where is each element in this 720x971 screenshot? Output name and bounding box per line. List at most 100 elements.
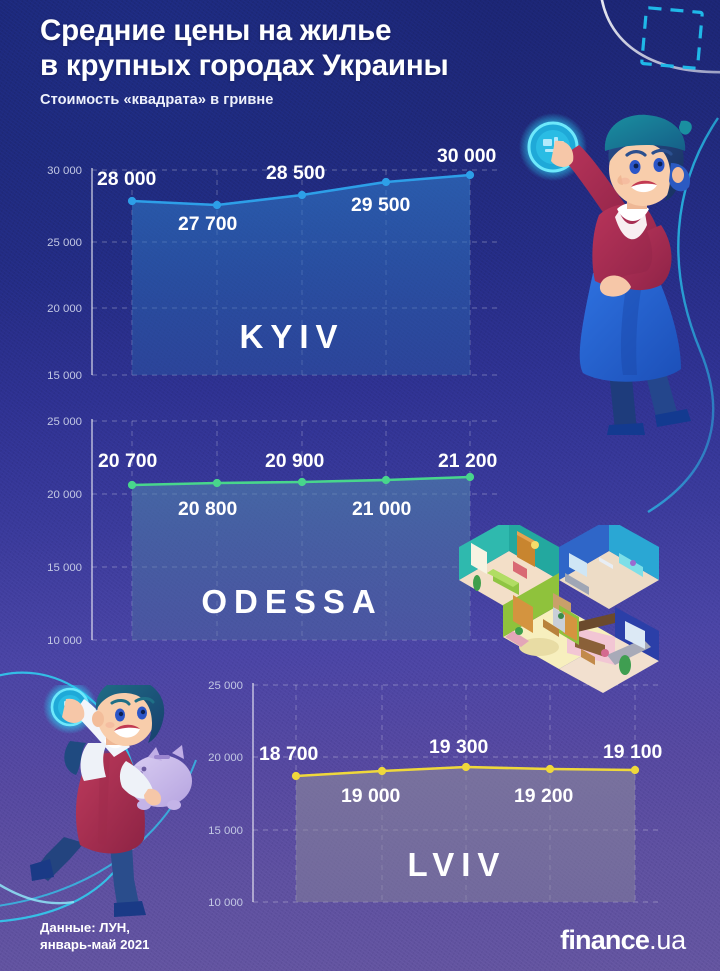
data-label: 29 500 — [351, 194, 410, 216]
chart-odessa: 25 000 20 000 15 000 10 000 — [0, 405, 560, 650]
data-label: 18 700 — [259, 743, 318, 765]
bed-headboard — [513, 561, 527, 579]
page-title: Средние цены на жилье в крупных городах … — [40, 14, 560, 83]
data-point[interactable] — [381, 475, 391, 485]
data-point[interactable] — [377, 766, 387, 776]
data-point[interactable] — [465, 170, 475, 180]
data-point[interactable] — [465, 472, 475, 482]
ear — [672, 167, 684, 183]
data-label: 20 800 — [178, 498, 237, 520]
plant-living — [619, 655, 631, 675]
logo-domain: .ua — [649, 925, 686, 955]
data-label: 19 200 — [514, 785, 573, 807]
piggy-ear — [172, 745, 184, 759]
y-axis-labels-odessa: 25 000 20 000 15 000 10 000 — [47, 416, 82, 647]
shelf — [573, 613, 615, 633]
mat — [505, 631, 529, 647]
window — [625, 621, 645, 649]
lamp — [601, 649, 609, 657]
piggy-slot — [154, 755, 170, 759]
isometric-apartment-cutaway-illustration — [447, 519, 669, 695]
chart-title-lviv: LVIV — [408, 846, 507, 883]
shoe — [655, 409, 691, 427]
beret — [604, 114, 686, 151]
data-point[interactable] — [291, 771, 301, 781]
y-tick-label: 20 000 — [208, 752, 243, 764]
data-label: 28 500 — [266, 162, 325, 184]
leg-front — [110, 845, 140, 911]
area-fill-lviv — [296, 767, 635, 902]
y-tick-label: 15 000 — [208, 825, 243, 837]
page-title-line-1: Средние цены на жилье — [40, 14, 392, 47]
wall-bath-right — [609, 519, 659, 580]
dashed-square-decoration — [640, 6, 704, 70]
chart-title-odessa: ODESSA — [201, 583, 382, 620]
data-points-lviv — [291, 762, 640, 781]
data-label: 28 000 — [97, 168, 156, 190]
page-subtitle: Стоимость «квадрата» в гривне — [40, 92, 274, 108]
sofa-back — [575, 635, 605, 657]
y-tick-label: 15 000 — [47, 370, 82, 382]
data-label: 20 900 — [265, 450, 324, 472]
data-label: 19 100 — [603, 741, 662, 763]
y-tick-label: 20 000 — [47, 489, 82, 501]
y-axis-labels-kyiv: 30 000 25 000 20 000 15 000 — [47, 165, 82, 382]
logo-name: finance — [560, 925, 650, 955]
face-features — [617, 148, 673, 193]
vanity — [565, 573, 589, 595]
y-tick-label: 25 000 — [47, 416, 82, 428]
data-point[interactable] — [127, 196, 137, 206]
face-features — [105, 697, 155, 738]
y-tick-label: 10 000 — [208, 897, 243, 909]
y-axis-labels-lviv: 25 000 20 000 15 000 10 000 — [208, 680, 243, 909]
plant — [473, 575, 481, 591]
arc-decoration-footer — [0, 883, 75, 905]
y-tick-label: 10 000 — [47, 635, 82, 647]
hand — [551, 140, 574, 167]
data-label: 19 000 — [341, 785, 400, 807]
arm-holding — [119, 761, 154, 799]
clock — [531, 541, 539, 549]
cabinet — [543, 619, 559, 637]
finance-ua-logo[interactable]: finance.ua — [560, 925, 686, 956]
data-label: 30 000 — [437, 145, 496, 167]
data-label: 27 700 — [178, 213, 237, 235]
door-hall — [513, 595, 533, 633]
data-point[interactable] — [127, 480, 137, 490]
source-line-2: январь-май 2021 — [40, 936, 150, 952]
woman-holding-coin-illustration — [495, 105, 710, 435]
page-title-line-2: в крупных городах Украины — [40, 48, 449, 82]
data-point[interactable] — [297, 477, 307, 487]
data-label: 20 700 — [98, 450, 157, 472]
arm-hip — [615, 225, 672, 291]
y-tick-label: 30 000 — [47, 165, 82, 177]
data-points-kyiv — [127, 170, 475, 210]
chart-lviv: 25 000 20 000 15 000 10 000 — [161, 670, 706, 915]
data-point[interactable] — [212, 200, 222, 210]
data-point[interactable] — [630, 765, 640, 775]
hand-on-hip — [599, 275, 631, 297]
towel — [599, 557, 613, 569]
data-point[interactable] — [297, 190, 307, 200]
hand-raised — [62, 698, 85, 723]
ear — [92, 711, 104, 727]
data-point[interactable] — [545, 764, 555, 774]
data-point[interactable] — [461, 762, 471, 772]
data-point[interactable] — [381, 177, 391, 187]
data-point[interactable] — [212, 478, 222, 488]
source-note: Данные: ЛУН, январь-май 2021 — [40, 920, 150, 954]
hair — [95, 678, 165, 743]
rug — [519, 638, 559, 656]
shoe — [607, 423, 645, 435]
chart-title-kyiv: KYIV — [239, 318, 344, 355]
source-line-1: Данные: ЛУН, — [40, 920, 130, 935]
data-label: 19 300 — [429, 736, 488, 758]
boy-with-piggy-bank-illustration — [14, 678, 194, 920]
area-fill-kyiv — [132, 175, 470, 375]
shoe-back — [30, 859, 54, 881]
chart-kyiv: 30 000 25 000 20 000 15 000 — [0, 145, 560, 392]
skirt — [579, 271, 681, 382]
y-tick-label: 20 000 — [47, 303, 82, 315]
header: Средние цены на жилье в крупных городах … — [40, 14, 560, 108]
